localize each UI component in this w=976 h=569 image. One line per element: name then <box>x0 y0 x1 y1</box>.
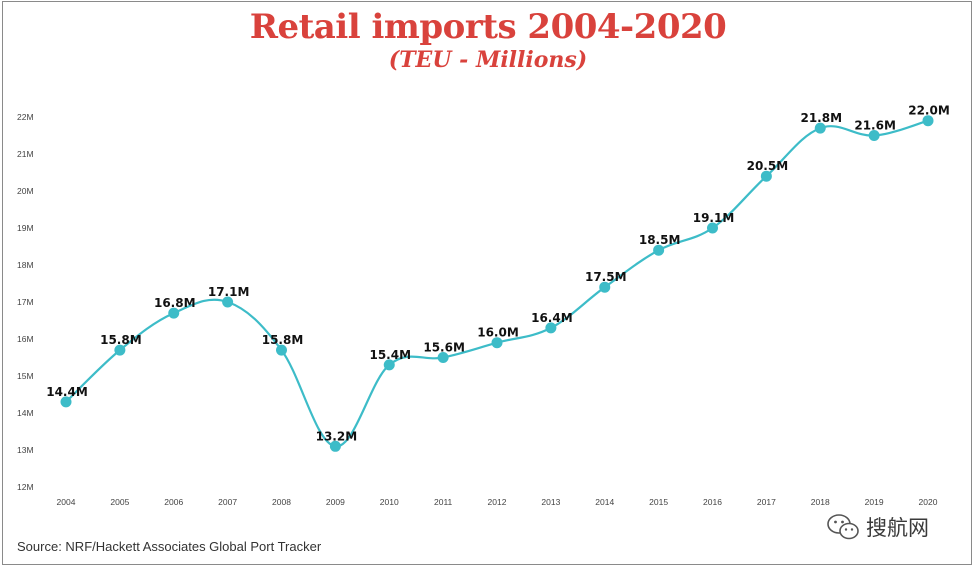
x-tick-label: 2007 <box>218 497 237 507</box>
watermark-text: 搜航网 <box>866 516 929 540</box>
data-point <box>707 222 718 234</box>
data-point <box>922 115 934 127</box>
data-label: 19.1M <box>693 211 735 225</box>
x-tick-label: 2008 <box>272 497 291 507</box>
data-point <box>383 359 395 371</box>
x-tick-label: 2005 <box>110 497 129 507</box>
y-tick-label: 16M <box>17 334 34 344</box>
data-label: 22.0M <box>908 104 950 118</box>
y-tick-label: 18M <box>17 260 34 270</box>
data-label: 17.5M <box>585 270 627 284</box>
data-point <box>168 307 180 319</box>
y-tick-label: 17M <box>17 297 34 307</box>
x-tick-label: 2017 <box>757 497 776 507</box>
x-tick-label: 2006 <box>164 497 183 507</box>
series-line <box>65 119 929 448</box>
data-point <box>276 344 287 356</box>
data-label: 16.4M <box>531 311 573 325</box>
chart-title: Retail imports 2004-2020 <box>249 7 727 47</box>
data-label: 20.5M <box>747 159 789 173</box>
data-label: 21.6M <box>854 119 896 133</box>
data-label: 16.8M <box>154 296 196 310</box>
y-tick-label: 20M <box>17 186 34 196</box>
watermark: 搜航网 <box>826 510 929 544</box>
data-label: 21.8M <box>800 111 842 125</box>
data-points <box>60 115 934 452</box>
y-tick-label: 15M <box>17 371 34 381</box>
data-label: 15.6M <box>423 341 465 355</box>
y-tick-label: 12M <box>17 482 34 492</box>
data-point <box>329 440 341 452</box>
x-tick-label: 2004 <box>57 497 76 507</box>
data-label: 16.0M <box>477 326 519 340</box>
data-labels: 14.4M 15.8M 16.8M 17.1M 15.8M 13.2M 15.4M 15.6M… <box>46 104 950 444</box>
data-label: 13.2M <box>316 429 358 443</box>
y-tick-label: 19M <box>17 223 34 233</box>
x-tick-label: 2012 <box>488 497 507 507</box>
y-tick-label: 21M <box>17 149 34 159</box>
x-tick-label: 2020 <box>919 497 938 507</box>
data-label: 14.4M <box>46 385 88 399</box>
data-point <box>653 244 665 256</box>
y-tick-label: 22M <box>17 112 34 122</box>
chart-subtitle: (TEU - Millions) <box>388 47 588 73</box>
x-tick-label: 2015 <box>649 497 668 507</box>
x-tick-label: 2009 <box>326 497 345 507</box>
x-axis: 2004 2005 2006 2007 2008 2009 2010 2011 2012 2013… <box>57 497 938 507</box>
y-axis: 12M 13M 14M 15M 16M 17M 18M 19M 20M 21M 22M <box>17 112 34 492</box>
x-tick-label: 2019 <box>865 497 884 507</box>
data-label: 15.8M <box>100 333 142 347</box>
data-label: 17.1M <box>208 285 250 299</box>
source-note: Source: NRF/Hackett Associates Global Po… <box>17 539 322 554</box>
data-label: 15.8M <box>262 333 304 347</box>
data-point <box>545 322 557 334</box>
y-tick-label: 14M <box>17 408 34 418</box>
wechat-icon <box>827 514 859 540</box>
x-tick-label: 2011 <box>434 497 453 507</box>
data-point <box>114 344 126 356</box>
data-point <box>814 122 826 134</box>
data-point <box>60 396 72 408</box>
data-point <box>599 281 611 293</box>
data-label: 18.5M <box>639 233 681 247</box>
x-tick-label: 2016 <box>703 497 722 507</box>
data-point <box>222 296 234 308</box>
x-tick-label: 2018 <box>811 497 830 507</box>
x-tick-label: 2013 <box>541 497 560 507</box>
x-tick-label: 2010 <box>380 497 399 507</box>
x-tick-label: 2014 <box>595 497 614 507</box>
y-tick-label: 13M <box>17 445 34 455</box>
data-point <box>760 170 772 182</box>
data-label: 15.4M <box>369 348 411 362</box>
data-point <box>868 130 880 141</box>
data-point <box>437 352 449 363</box>
data-point <box>491 337 503 349</box>
